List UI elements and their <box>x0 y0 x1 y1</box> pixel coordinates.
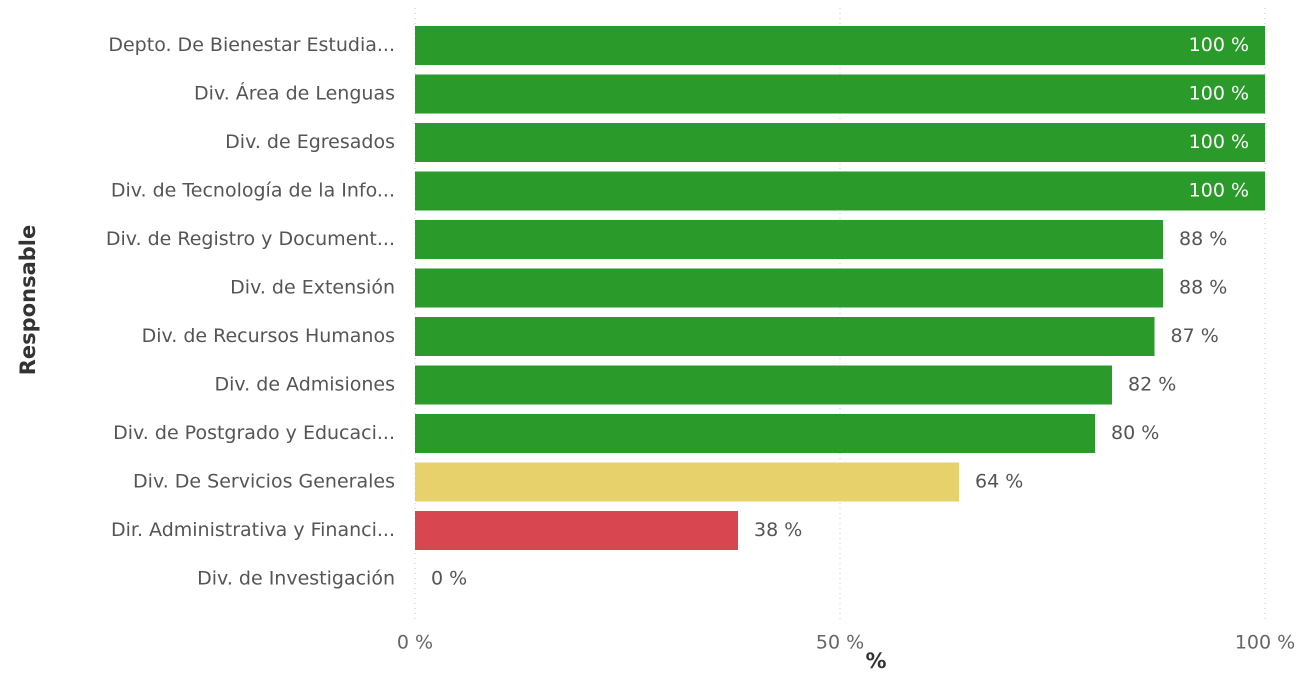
value-label: 80 % <box>1111 422 1159 444</box>
bar <box>415 511 738 550</box>
value-label: 64 % <box>975 471 1023 493</box>
x-axis-title: % <box>865 649 886 673</box>
bar <box>415 220 1163 259</box>
category-label: Div. De Servicios Generales <box>133 471 395 493</box>
category-label: Div. de Tecnología de la Info... <box>111 180 395 202</box>
category-label: Div. de Postgrado y Educaci... <box>113 422 395 444</box>
value-label: 100 % <box>1189 83 1249 105</box>
value-label: 88 % <box>1179 228 1227 250</box>
bar <box>415 171 1265 211</box>
x-tick-label: 0 % <box>397 632 433 654</box>
x-tick-labels: 0 % 50 % 100 % <box>397 632 1295 654</box>
category-label: Div. de Recursos Humanos <box>142 325 395 347</box>
bar <box>415 365 1112 405</box>
category-label: Div. de Investigación <box>197 568 395 590</box>
value-labels: 100 % 100 % 100 % 100 % 88 % 88 % 87 % 82 % 80 %… <box>431 34 1249 590</box>
category-label: Depto. De Bienestar Estudia... <box>108 34 395 56</box>
category-label: Div. de Registro y Document... <box>106 228 395 250</box>
bar <box>415 123 1265 162</box>
y-axis-title: Responsable <box>16 225 40 375</box>
category-label: Div. Área de Lenguas <box>194 82 395 105</box>
value-label: 100 % <box>1189 131 1249 153</box>
value-label: 38 % <box>754 519 802 541</box>
bar <box>415 268 1163 308</box>
value-label: 88 % <box>1179 277 1227 299</box>
bar <box>415 317 1155 356</box>
category-labels: Depto. De Bienestar Estudia... Div. Área … <box>106 34 395 590</box>
category-label: Div. de Egresados <box>225 131 395 153</box>
bar <box>415 26 1265 65</box>
value-label: 100 % <box>1189 34 1249 56</box>
category-label: Div. de Admisiones <box>215 374 396 396</box>
bar <box>415 414 1095 453</box>
x-tick-label: 100 % <box>1235 632 1295 654</box>
x-tick-label: 50 % <box>816 632 864 654</box>
value-label: 100 % <box>1189 180 1249 202</box>
value-label: 82 % <box>1128 374 1176 396</box>
value-label: 0 % <box>431 568 467 590</box>
bar <box>415 74 1265 114</box>
category-label: Div. de Extensión <box>230 277 395 299</box>
bars <box>415 26 1265 550</box>
category-label: Dir. Administrativa y Financi... <box>111 519 395 541</box>
value-label: 87 % <box>1171 325 1219 347</box>
bar <box>415 462 959 502</box>
